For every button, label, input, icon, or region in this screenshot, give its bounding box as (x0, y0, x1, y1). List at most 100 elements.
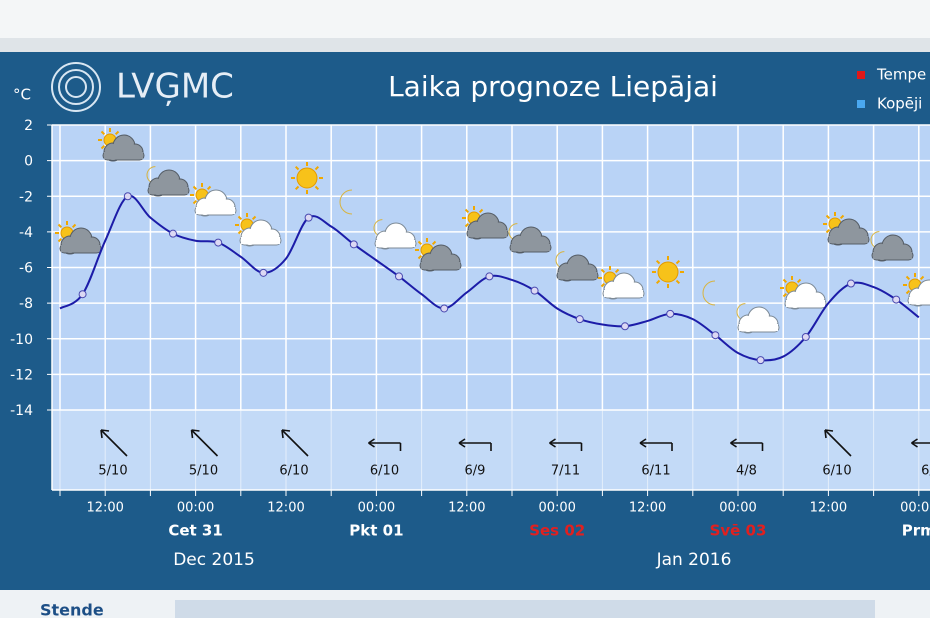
wind-label: 6/ (921, 464, 930, 479)
cloud-fill (61, 245, 100, 252)
x-tick-label: 12:00 (86, 501, 123, 516)
month-label: Dec 2015 (173, 550, 255, 570)
sun-ray (192, 185, 198, 191)
sun-ray (464, 208, 470, 214)
sun-ray (314, 165, 320, 171)
sun-ray (675, 279, 681, 285)
temperature-point (847, 279, 855, 288)
sun-ray (100, 130, 106, 136)
day-label: Prm (902, 522, 930, 540)
sun-ray (905, 289, 911, 295)
sun-ray (655, 279, 661, 285)
sun-ray (206, 185, 212, 191)
temperature-point (259, 268, 268, 277)
weather-icon (291, 162, 323, 194)
wind-label: 6/9 (465, 464, 486, 479)
sun-disc (296, 167, 318, 189)
temperature-point (711, 331, 720, 340)
sun-ray (314, 185, 320, 191)
y-tick-label: -14 (10, 403, 33, 419)
x-tick-label: 00:00 (177, 501, 214, 516)
moon (339, 189, 353, 215)
y-unit: °C (13, 86, 31, 104)
weather-icon (652, 256, 684, 288)
arrow-shaft (824, 429, 852, 457)
chart-title: Laika prognoze Liepājai (388, 70, 718, 103)
arrow-head (730, 438, 764, 451)
sun-ray (192, 199, 198, 205)
cloud-fill (196, 207, 235, 214)
weather-icon (823, 212, 870, 246)
weather-icon (508, 223, 552, 254)
x-tick-label: 12:00 (448, 501, 485, 516)
brand: LVĢMC (116, 67, 234, 107)
logo-ring (58, 69, 94, 105)
wind-arrow (100, 429, 128, 457)
month-label: Jan 2016 (656, 550, 732, 570)
x-tick-label: 12:00 (629, 501, 666, 516)
arrow-head (281, 429, 291, 439)
wind-arrow (639, 438, 673, 451)
temperature-point (214, 238, 223, 247)
sun-ray (614, 268, 620, 274)
sun-ray (796, 278, 802, 284)
sun-ray (71, 223, 77, 229)
top-border (0, 38, 930, 52)
sun-ray (655, 259, 661, 265)
wind-label: 6/10 (370, 464, 399, 479)
sun-ray (782, 292, 788, 298)
wind-label: 6/11 (641, 464, 670, 479)
wind-label: 4/8 (736, 464, 757, 479)
arrow-head (368, 438, 402, 451)
day-label: Svē 03 (710, 522, 767, 540)
moon (702, 280, 716, 306)
bottom-band (175, 600, 875, 618)
cloud-fill (149, 187, 188, 194)
x-tick-label: 12:00 (810, 501, 847, 516)
temperature-point (485, 272, 494, 281)
temperature-point (169, 229, 177, 238)
arrow-head (100, 429, 110, 439)
temperature-point (530, 286, 539, 295)
y-tick-label: -4 (19, 225, 33, 241)
wind-arrow (281, 429, 309, 457)
legend-label: Tempe (876, 66, 926, 84)
logo-ring (51, 62, 101, 112)
x-tick-label: 00:00 (719, 501, 756, 516)
cloud-fill (873, 252, 912, 259)
sun-ray (294, 185, 300, 191)
sun-ray (431, 240, 437, 246)
wind-label: 6/10 (822, 464, 851, 479)
legend-swatch (857, 100, 865, 108)
cloud-fill (241, 237, 280, 244)
wind-arrow (911, 438, 930, 448)
arrow-head (639, 438, 673, 451)
weather-icon (903, 273, 930, 307)
y-tick-label: 2 (24, 118, 33, 134)
temperature-point (349, 240, 358, 249)
x-tick-label: 00:00 (538, 501, 575, 516)
sun-ray (825, 228, 831, 234)
sun-ray (237, 215, 243, 221)
cloud-fill (558, 272, 597, 279)
cloud-fill (739, 324, 778, 331)
sun-ray (294, 165, 300, 171)
temperature-point (395, 272, 403, 281)
temperature-point (575, 315, 584, 324)
sun-ray (237, 229, 243, 235)
weather-icon (339, 189, 353, 215)
weather-icon (780, 276, 827, 310)
arrow-head (911, 438, 918, 448)
y-tick-label: 0 (24, 154, 33, 170)
y-tick-label: -12 (10, 367, 33, 383)
y-tick-label: -2 (19, 189, 33, 205)
sun-disc (657, 261, 679, 283)
wind-label: 5/10 (98, 464, 127, 479)
weather-icon (55, 221, 102, 255)
x-tick-label: 00:00 (900, 501, 930, 516)
day-label: Cet 31 (168, 522, 222, 540)
sun-ray (114, 130, 120, 136)
cloud-fill (786, 300, 825, 307)
weather-icon (598, 266, 645, 300)
